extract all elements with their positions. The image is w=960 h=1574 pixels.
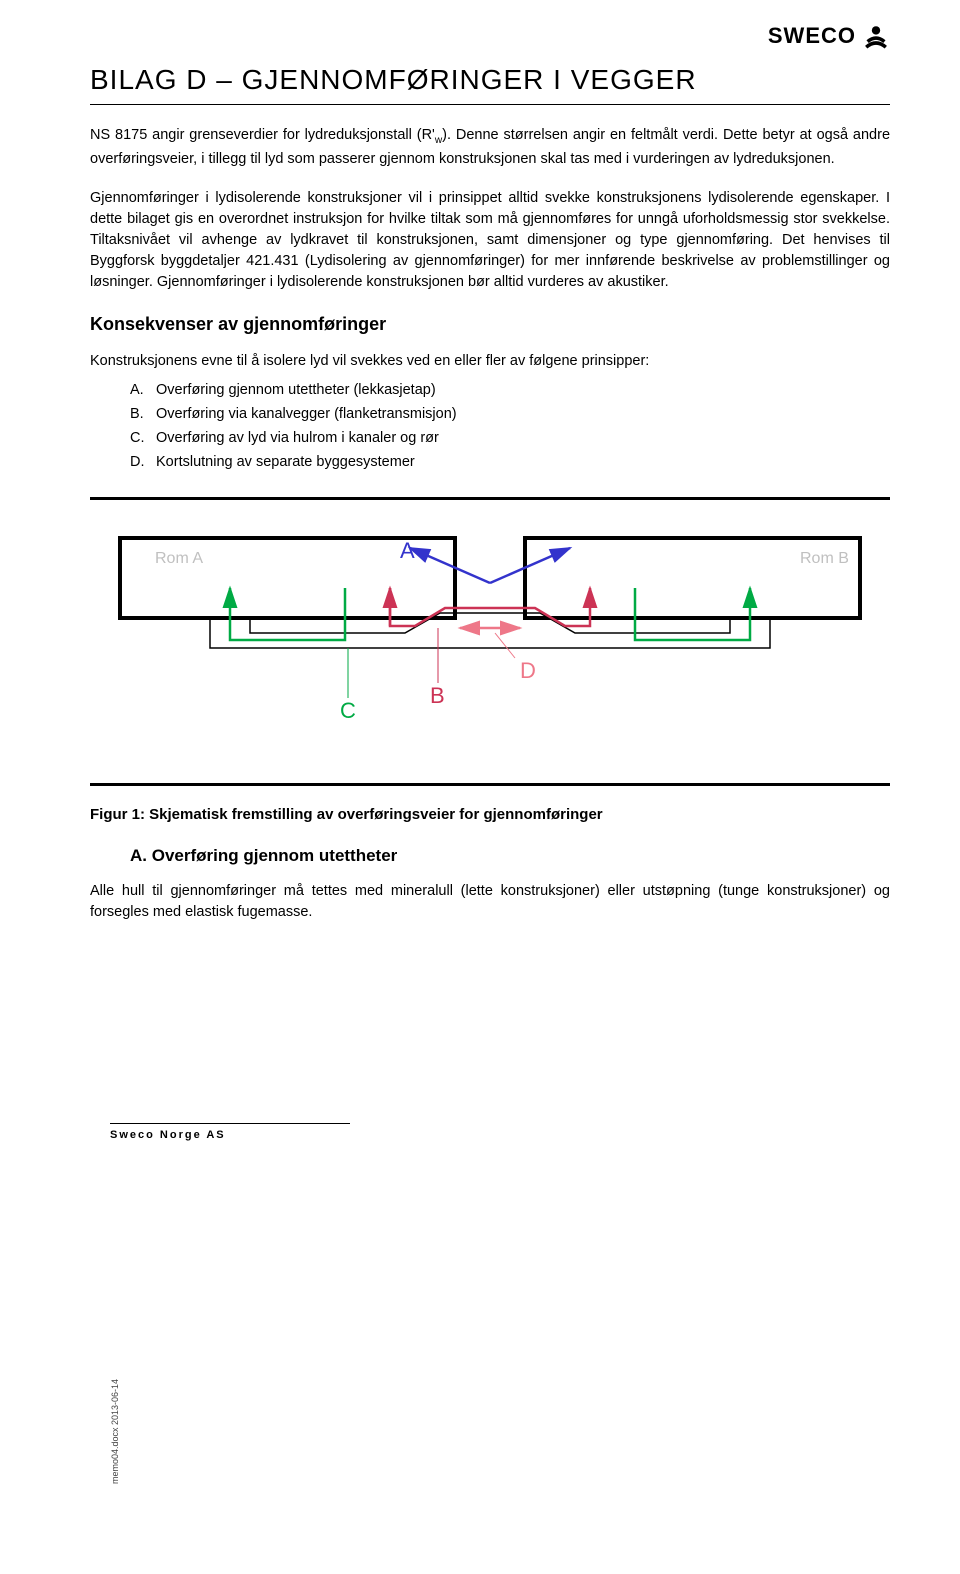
sweco-logo: SWECO — [768, 20, 890, 52]
logo-text: SWECO — [768, 20, 856, 52]
subheading-consequences: Konsekvenser av gjennomføringer — [90, 311, 890, 337]
list-item: C.Overføring av lyd via hulrom i kanaler… — [130, 428, 890, 449]
label-b: B — [430, 683, 445, 708]
footer-divider — [110, 1123, 350, 1124]
figure-bottom-divider — [90, 783, 890, 786]
diagram-svg: Rom A Rom B A C B D — [100, 528, 880, 758]
arrow-a-left — [410, 548, 490, 583]
room-a-label: Rom A — [155, 550, 203, 567]
label-d: D — [520, 658, 536, 683]
arrow-c-right — [635, 588, 750, 640]
side-meta: memo04.docx 2013-06-14 — [109, 1379, 122, 1484]
arrow-a-right — [490, 548, 570, 583]
paragraph-1: NS 8175 angir grenseverdier for lydreduk… — [90, 125, 890, 170]
figure-caption: Figur 1: Skjematisk fremstilling av over… — [90, 804, 890, 826]
arrow-b — [390, 588, 590, 626]
paragraph-2: Gjennomføringer i lydisolerende konstruk… — [90, 188, 890, 293]
figure-1: Rom A Rom B A C B D — [90, 508, 890, 775]
arrow-c-left — [230, 588, 345, 640]
label-c: C — [340, 698, 356, 723]
principles-list: A.Overføring gjennom utettheter (lekkasj… — [90, 380, 890, 473]
title-divider — [90, 104, 890, 105]
para1-pre: NS 8175 angir grenseverdier for lydreduk… — [90, 127, 435, 143]
label-a: A — [400, 538, 415, 563]
list-intro: Konstruksjonens evne til å isolere lyd v… — [90, 351, 890, 372]
list-item: D.Kortslutning av separate byggesystemer — [130, 452, 890, 473]
section-a-body: Alle hull til gjennomføringer må tettes … — [90, 881, 890, 923]
page-title: BILAG D – GJENNOMFØRINGER I VEGGER — [90, 60, 890, 101]
room-b-label: Rom B — [800, 550, 849, 567]
list-item: A.Overføring gjennom utettheter (lekkasj… — [130, 380, 890, 401]
footer-company: Sweco Norge AS — [110, 1128, 890, 1144]
sweco-logo-icon — [862, 22, 890, 50]
page-footer: Sweco Norge AS — [90, 1123, 890, 1144]
figure-top-divider — [90, 497, 890, 500]
section-a-heading: A. Overføring gjennom utettheter — [90, 844, 890, 869]
header-logo-row: SWECO — [90, 20, 890, 52]
list-item: B.Overføring via kanalvegger (flanketran… — [130, 404, 890, 425]
